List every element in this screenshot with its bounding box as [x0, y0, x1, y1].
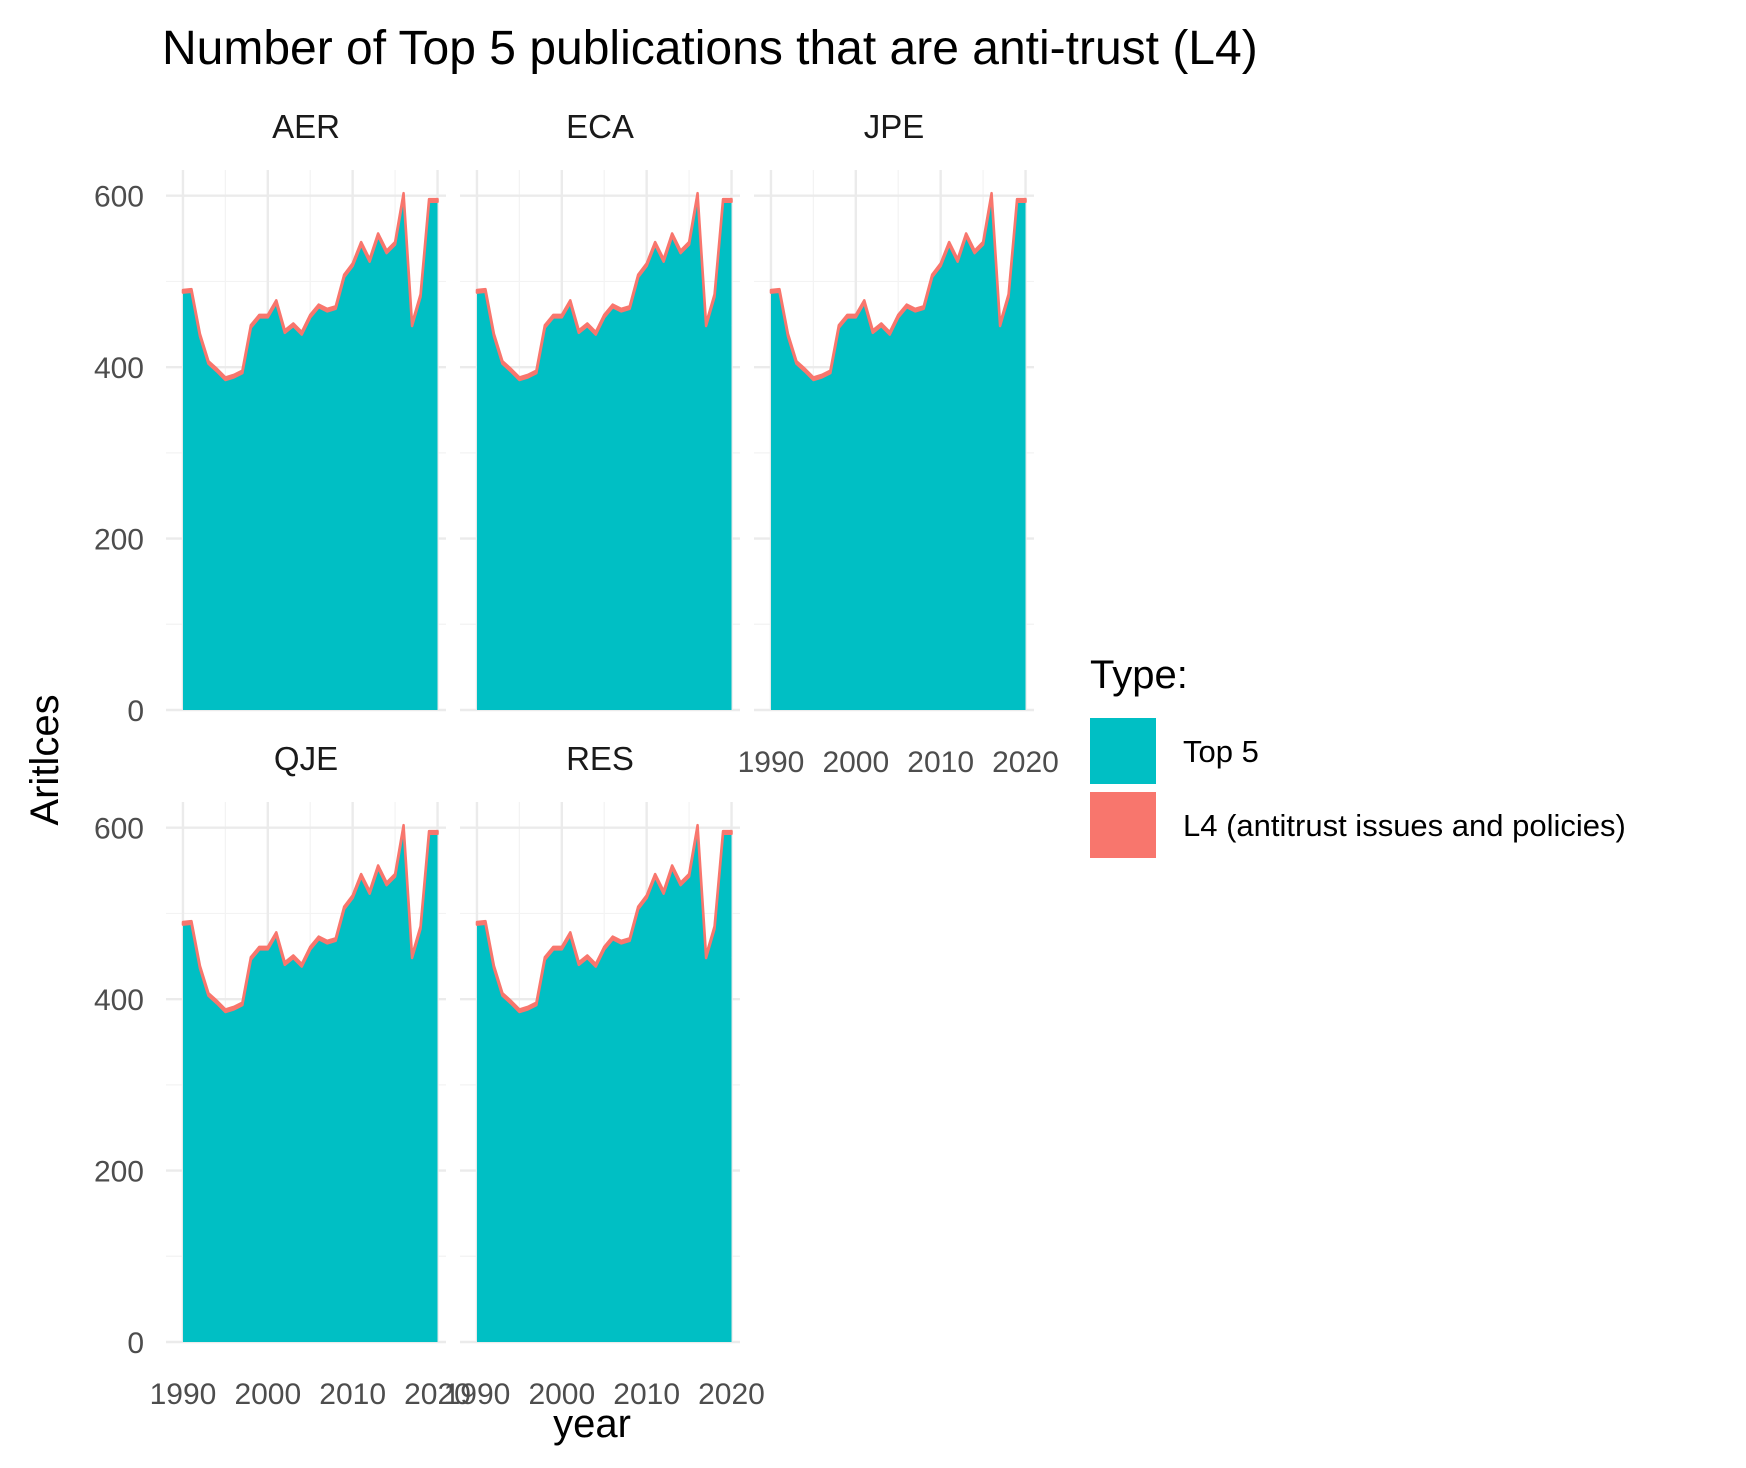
x-tick-label: 2000 [234, 1378, 301, 1411]
legend-label: L4 (antitrust issues and policies) [1183, 808, 1626, 843]
area-top-5 [476, 195, 732, 710]
facet-panel-qje: QJE 0 200 400 600 1990 2000 2010 2020 [94, 740, 471, 1411]
area-top-5 [476, 827, 732, 1342]
y-axis-title: Aritlces [23, 694, 67, 825]
y-tick-label: 200 [94, 524, 144, 557]
x-tick-label: 2000 [528, 1378, 595, 1411]
area-l4 [769, 191, 1027, 382]
facet-panel-aer: AER 0 200 400 600 [94, 108, 446, 728]
legend-title: Type: [1090, 653, 1188, 697]
facet-strip-label: AER [272, 108, 340, 145]
x-tick-label: 2010 [613, 1378, 680, 1411]
y-tick-label: 200 [94, 1156, 144, 1189]
x-tick-label: 1990 [444, 1378, 511, 1411]
legend-key [1090, 792, 1156, 858]
x-tick-label: 2000 [822, 746, 889, 779]
area-l4 [475, 191, 733, 382]
y-tick-label: 600 [94, 181, 144, 214]
facet-panel-res: RES 1990 2000 2010 2020 [444, 740, 765, 1411]
x-tick-label: 1990 [738, 746, 805, 779]
legend-label: Top 5 [1183, 734, 1259, 769]
x-tick-label: 1990 [150, 1378, 217, 1411]
area-top-5 [182, 195, 438, 710]
x-tick-label: 2020 [992, 746, 1059, 779]
facet-panels: AER 0 200 400 600 ECA JPE 1990 2000 2010 2020 QJE 0 2… [94, 108, 1059, 1411]
area-top-5 [182, 827, 438, 1342]
legend-key [1090, 718, 1156, 784]
y-tick-label: 0 [127, 1327, 144, 1360]
x-tick-label: 2020 [404, 1378, 471, 1411]
chart-title: Number of Top 5 publications that are an… [162, 22, 1258, 75]
x-tick-label: 2020 [698, 1378, 765, 1411]
y-tick-label: 400 [94, 352, 144, 385]
x-axis-title: year [553, 1402, 631, 1446]
facet-panel-eca: ECA [460, 108, 740, 712]
y-tick-label: 600 [94, 813, 144, 846]
area-l4 [181, 191, 439, 382]
facet-strip-label: JPE [864, 108, 925, 145]
facet-strip-label: QJE [274, 740, 338, 777]
facet-strip-label: RES [566, 740, 634, 777]
facet-panel-jpe: JPE 1990 2000 2010 2020 [738, 108, 1059, 779]
area-l4 [475, 823, 733, 1014]
facet-strip-label: ECA [566, 108, 634, 145]
area-l4 [181, 823, 439, 1014]
x-tick-label: 2010 [907, 746, 974, 779]
y-tick-label: 400 [94, 984, 144, 1017]
area-top-5 [770, 195, 1026, 710]
x-tick-label: 2010 [319, 1378, 386, 1411]
legend: Type: Top 5 L4 (antitrust issues and poli… [1090, 653, 1626, 858]
y-tick-label: 0 [127, 695, 144, 728]
